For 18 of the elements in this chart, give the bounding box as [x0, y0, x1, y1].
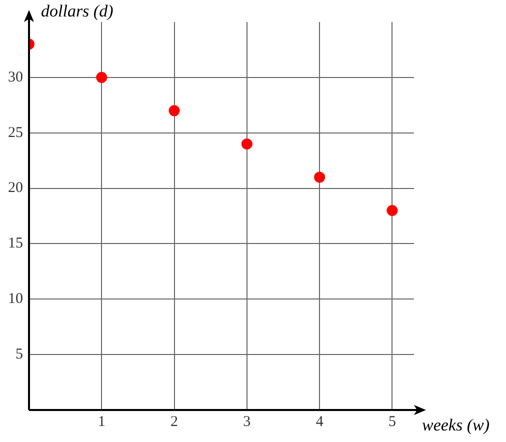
- point: [168, 105, 180, 116]
- x-tick-label: 1: [98, 414, 106, 430]
- x-tick-label: 2: [170, 414, 178, 430]
- point: [241, 138, 252, 150]
- y-tick-label: 10: [8, 291, 23, 308]
- point: [96, 72, 108, 83]
- y-tick-label: 25: [8, 124, 23, 141]
- x-axis-title: weeks (w): [422, 415, 490, 434]
- y-tick-label: 5: [16, 346, 23, 363]
- y-tick-label: 30: [8, 69, 23, 86]
- x-tick-label: 5: [388, 414, 396, 430]
- point: [314, 172, 326, 183]
- point: [386, 204, 398, 216]
- y-tick-label: 20: [8, 180, 23, 196]
- y-tick-label: 15: [8, 236, 23, 252]
- y-axis-title: dollars (d): [41, 1, 114, 20]
- x-tick-label: 4: [316, 414, 324, 430]
- x-tick-label: 3: [243, 414, 251, 430]
